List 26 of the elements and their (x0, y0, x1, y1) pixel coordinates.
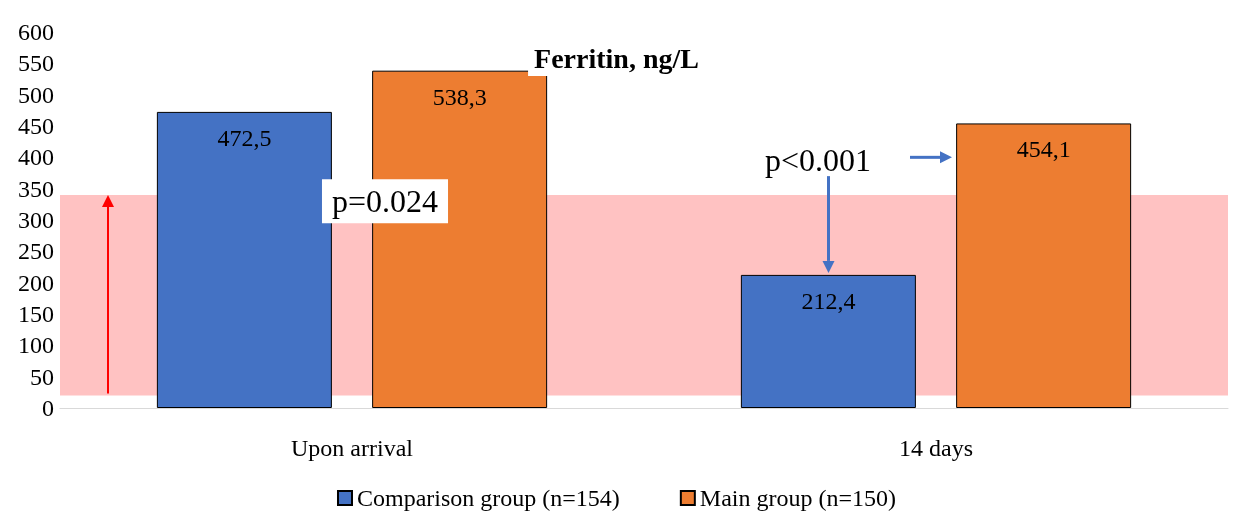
y-tick-label: 250 (18, 238, 54, 265)
y-tick-label: 500 (18, 81, 54, 108)
y-tick-label: 100 (18, 332, 54, 359)
y-tick-label: 600 (18, 19, 54, 45)
y-tick-label: 50 (30, 363, 54, 390)
data-label: 212,4 (801, 287, 856, 314)
annotation: p<0.001 (764, 142, 872, 179)
chart-title: Ferritin, ng/L (534, 42, 699, 74)
y-tick-label: 150 (18, 301, 54, 327)
y-tick-label: 350 (18, 175, 54, 202)
x-tick-label: 14 days (899, 435, 973, 461)
data-label: 472,5 (217, 124, 272, 151)
y-tick-label: 550 (18, 50, 54, 77)
y-tick-label: 0 (42, 395, 54, 421)
data-label: 538,3 (432, 83, 487, 110)
legend-label: Comparison group (n=154) (356, 485, 620, 511)
y-tick-label: 300 (18, 207, 54, 233)
x-tick-label: Upon arrival (291, 435, 414, 461)
y-tick-label: 200 (18, 269, 54, 296)
y-tick-label: 450 (18, 113, 54, 139)
bar (956, 123, 1132, 408)
bar (156, 111, 332, 408)
y-tick-label: 400 (18, 144, 54, 171)
data-label: 454,1 (1016, 136, 1071, 163)
annotation: p=0.024 (331, 183, 439, 220)
legend-label: Main group (n=150) (699, 485, 897, 511)
